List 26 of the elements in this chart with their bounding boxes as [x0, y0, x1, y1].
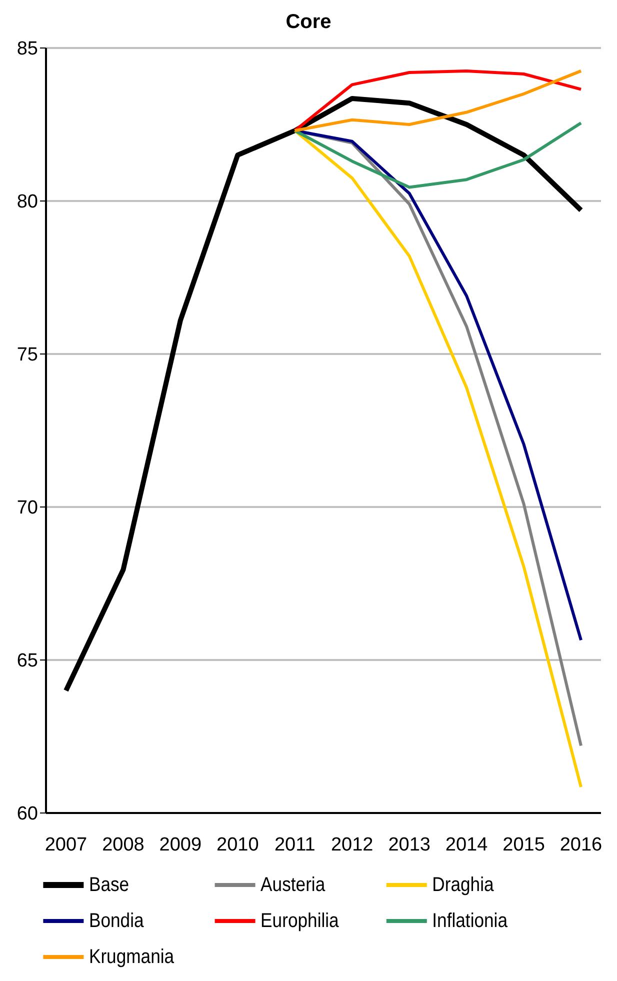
y-tick-label: 80 [16, 192, 38, 213]
legend-label: Austeria [260, 874, 326, 896]
x-tick-label: 2015 [502, 834, 545, 856]
y-tick-label: 75 [16, 344, 38, 366]
legend-label: Bondia [88, 910, 144, 932]
legend-label: Draghia [432, 874, 494, 896]
x-tick-label: 2012 [330, 834, 374, 856]
legend-label: Europhilia [260, 910, 339, 932]
y-tick-label: 60 [16, 804, 38, 825]
x-tick-label: 2008 [102, 834, 144, 856]
x-tick-label: 2016 [560, 834, 602, 856]
x-tick-label: 2014 [445, 834, 488, 856]
x-tick-label: 2011 [274, 834, 316, 856]
y-tick-label: 70 [16, 498, 38, 519]
y-tick-label: 85 [16, 38, 38, 60]
x-tick-label: 2009 [159, 834, 202, 856]
y-tick-label: 65 [16, 650, 38, 672]
x-tick-label: 2013 [388, 834, 430, 856]
line-series [293, 69, 582, 132]
x-tick-label: 2007 [44, 834, 88, 856]
legend-label: Krugmania [88, 946, 174, 968]
x-tick-label: 2010 [216, 834, 259, 856]
chart-title: Core [284, 10, 332, 35]
legend-label: Inflationia [432, 910, 508, 932]
legend-label: Base [88, 874, 130, 896]
line-series [293, 121, 582, 189]
